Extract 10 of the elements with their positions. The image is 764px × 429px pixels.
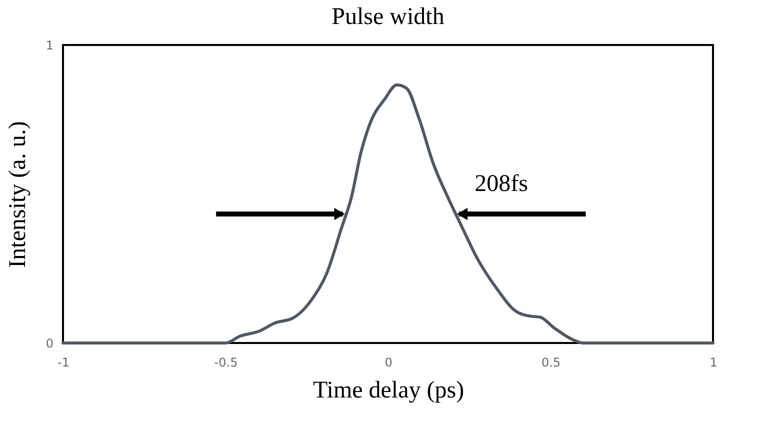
x-tick-label: 0.5 bbox=[541, 356, 561, 370]
annotation: 208fs bbox=[474, 171, 528, 198]
line-series bbox=[62, 83, 714, 344]
y-axis-title: Intensity (a. u.) bbox=[4, 121, 31, 268]
x-tick-label: 1 bbox=[710, 356, 718, 370]
chart-title: Pulse width bbox=[332, 4, 444, 30]
x-axis-title: Time delay (ps) bbox=[312, 378, 464, 404]
x-tick-label: 0 bbox=[384, 356, 392, 370]
x-tick-label: -1 bbox=[58, 356, 70, 370]
x-tick-label: -0.5 bbox=[214, 356, 238, 370]
